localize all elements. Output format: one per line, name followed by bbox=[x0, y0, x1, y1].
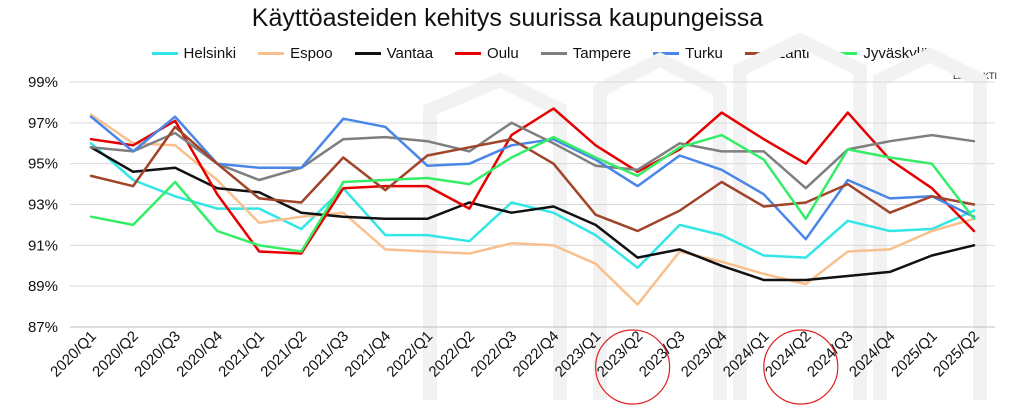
series-line-turku bbox=[89, 115, 976, 241]
legend-swatch bbox=[455, 52, 482, 55]
legend-item: Helsinki bbox=[151, 45, 237, 62]
legend: Helsinki Espoo Vantaa Oulu Tampere Turku Lahti… bbox=[140, 45, 940, 62]
series-line-lahti bbox=[89, 125, 976, 233]
highlight-circle bbox=[595, 329, 671, 405]
legend-swatch bbox=[151, 52, 178, 55]
legend-label: Tampere bbox=[572, 45, 632, 62]
legend-item: Vantaa bbox=[354, 45, 434, 62]
y-tick-label: 95% bbox=[28, 156, 58, 173]
legend-label: Espoo bbox=[290, 45, 333, 62]
legend-swatch bbox=[831, 52, 858, 55]
legend-label: Turku bbox=[685, 45, 723, 62]
legend-swatch bbox=[258, 52, 285, 55]
series-line-tampere bbox=[89, 121, 976, 190]
legend-swatch bbox=[354, 52, 381, 55]
series-line-helsinki bbox=[89, 142, 976, 270]
y-tick-label: 89% bbox=[28, 278, 58, 295]
legend-label: Vantaa bbox=[386, 45, 434, 62]
y-tick-label: 93% bbox=[28, 197, 58, 214]
legend-item: Turku bbox=[653, 45, 723, 62]
y-tick-label: 87% bbox=[28, 319, 58, 336]
y-tick-label: 91% bbox=[28, 237, 58, 254]
y-axis: 87% 89% 91% 93% 95% 97% 99% bbox=[28, 74, 58, 336]
highlight-circle bbox=[763, 329, 839, 405]
legend-item: Oulu bbox=[455, 45, 519, 62]
series-line-jyväskylä bbox=[89, 133, 976, 253]
legend-item: Espoo bbox=[258, 45, 333, 62]
chart-title: Käyttöasteiden kehitys suurissa kaupunge… bbox=[251, 4, 764, 32]
series-line-oulu bbox=[89, 107, 976, 255]
legend-item: Tampere bbox=[540, 45, 632, 62]
y-tick-label: 99% bbox=[28, 74, 58, 91]
series-line-vantaa bbox=[89, 146, 976, 282]
y-tick-label: 97% bbox=[28, 115, 58, 132]
x-axis: 2020/Q12020/Q22020/Q32020/Q42021/Q12021/… bbox=[47, 326, 995, 381]
legend-label: Helsinki bbox=[183, 45, 237, 62]
legend-swatch bbox=[540, 52, 567, 55]
series-lines bbox=[89, 107, 976, 306]
highlight-circles bbox=[595, 329, 839, 405]
legend-label: Oulu bbox=[487, 45, 519, 62]
series-line-espoo bbox=[89, 113, 976, 306]
legend-swatch bbox=[653, 52, 680, 55]
